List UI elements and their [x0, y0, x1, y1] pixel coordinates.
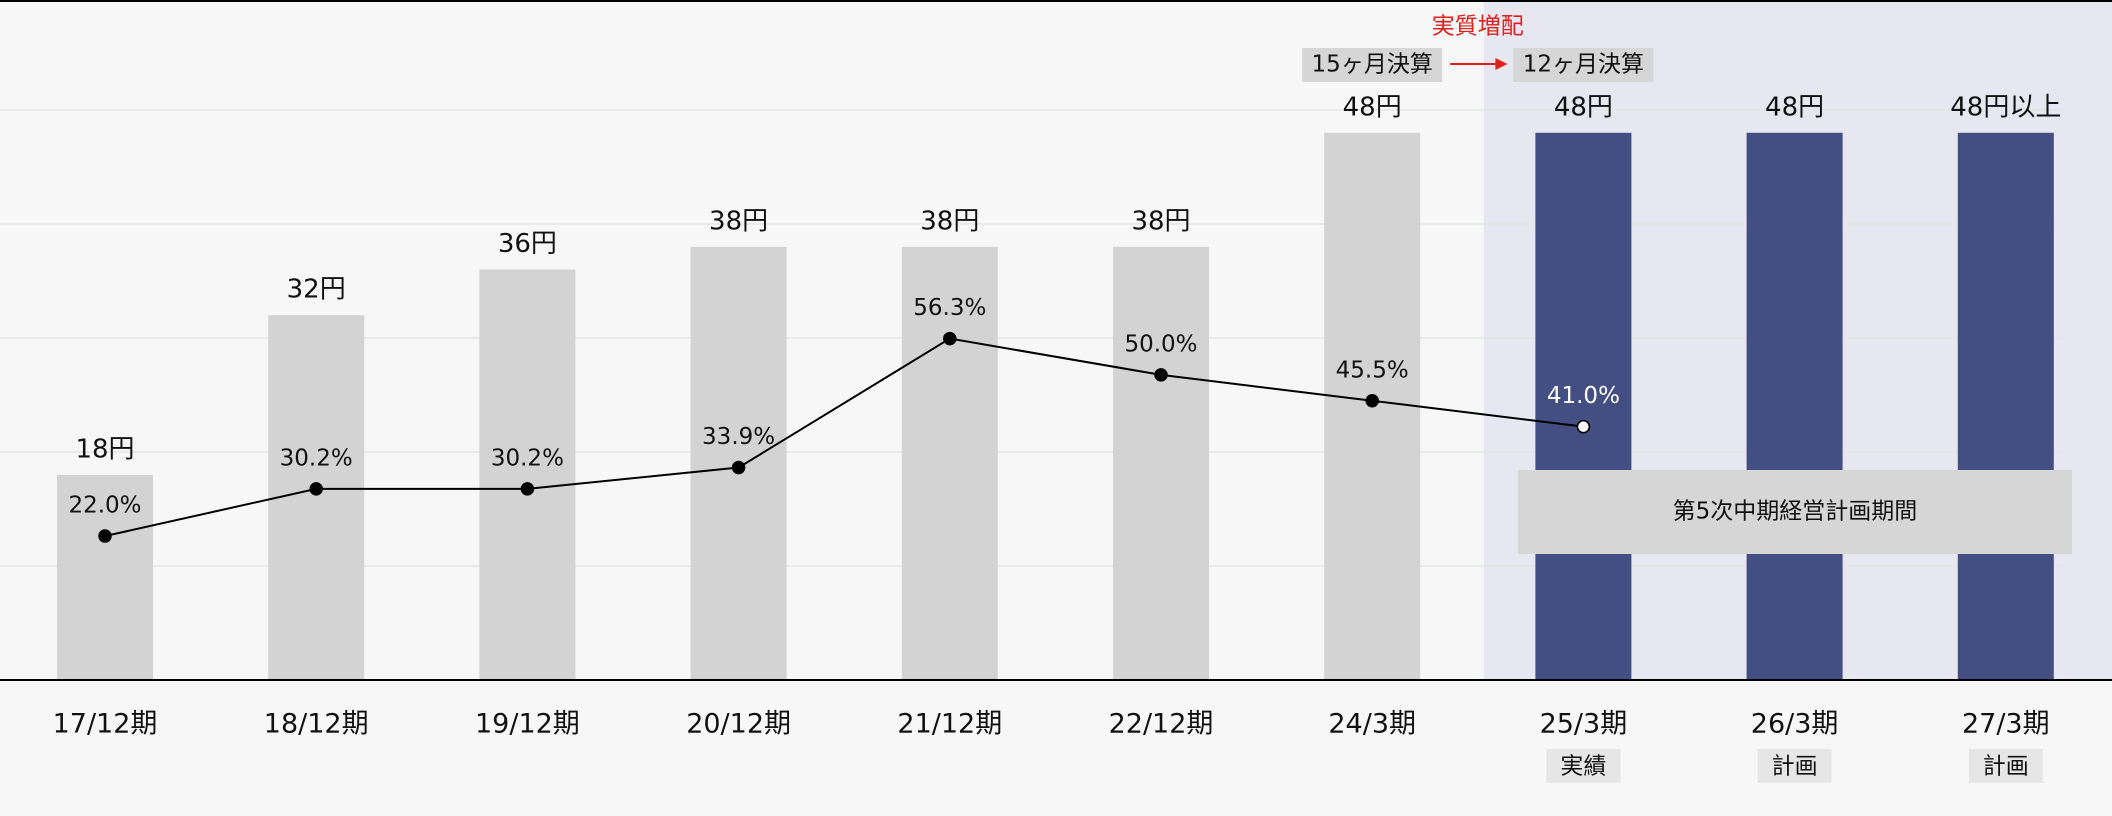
line-value-label: 56.3% [913, 295, 986, 321]
bar-value-label: 48円 [1765, 92, 1824, 122]
line-marker [520, 482, 535, 496]
line-marker [943, 331, 957, 346]
x-tick-label: 26/3期 [1751, 709, 1839, 740]
line-marker [1576, 419, 1591, 434]
bar [1113, 246, 1209, 681]
line-marker [1365, 394, 1379, 408]
line-value-label: 41.0% [1547, 383, 1620, 409]
bar [479, 269, 576, 680]
line-value-label: 30.2% [491, 445, 564, 471]
x-tick-label: 20/12期 [686, 709, 791, 740]
line-value-label: 33.9% [702, 424, 775, 450]
line-value-label: 30.2% [280, 445, 353, 471]
bar-value-label: 32円 [287, 275, 346, 305]
x-sub-label: 実績 [1560, 754, 1606, 780]
line-marker [1154, 368, 1168, 382]
x-sub-label: 計画 [1772, 754, 1818, 780]
x-tick-label: 27/3期 [1962, 709, 2050, 740]
x-sub-label: 計画 [1983, 754, 2029, 780]
line-value-label: 45.5% [1336, 357, 1409, 383]
x-tick-label: 21/12期 [897, 709, 1002, 740]
x-tick-label: 17/12期 [53, 709, 158, 740]
bar [268, 315, 365, 680]
line-marker [731, 460, 746, 475]
plan-period-box [1518, 470, 2072, 554]
bar-value-label: 38円 [920, 206, 979, 236]
x-tick-label: 25/3期 [1540, 709, 1628, 740]
x-tick-label: 22/12期 [1109, 709, 1214, 740]
bar [57, 474, 153, 680]
line [104, 337, 1584, 538]
sub-label-box [1546, 749, 1621, 783]
x-tick-label: 19/12期 [475, 709, 580, 740]
line-value-label: 22.0% [68, 493, 141, 519]
line-value-label: 50.0% [1124, 331, 1197, 357]
bar-value-label: 38円 [709, 206, 768, 236]
bar [1746, 132, 1843, 681]
bar-value-label: 48円 [1343, 92, 1402, 122]
x-tick-label: 24/3期 [1328, 709, 1416, 740]
annotation-box [1302, 48, 1443, 82]
annotation: 12ヶ月決算 [1523, 52, 1644, 78]
bar [1535, 132, 1632, 681]
plan-period-label: 第5次中期経営計画期間 [1673, 499, 1918, 525]
bar [901, 246, 998, 681]
x-tick-label: 18/12期 [264, 709, 369, 740]
bar-value-label: 18円 [75, 434, 134, 464]
line-marker [309, 482, 323, 496]
bar-value-label: 48円以上 [1950, 92, 2061, 122]
annotation-box [1513, 48, 1654, 82]
bar-value-label: 48円 [1554, 92, 1613, 122]
line-marker [98, 529, 112, 543]
bar-value-label: 36円 [498, 229, 557, 259]
annotation: 15ヶ月決算 [1312, 52, 1433, 78]
annotation: 実質増配 [1432, 14, 1524, 40]
annotation-arrowhead [1495, 58, 1508, 70]
bar [1957, 132, 2054, 681]
sub-label-box [1968, 749, 2043, 783]
sub-label-box [1757, 749, 1832, 783]
bar-value-label: 38円 [1131, 206, 1190, 236]
